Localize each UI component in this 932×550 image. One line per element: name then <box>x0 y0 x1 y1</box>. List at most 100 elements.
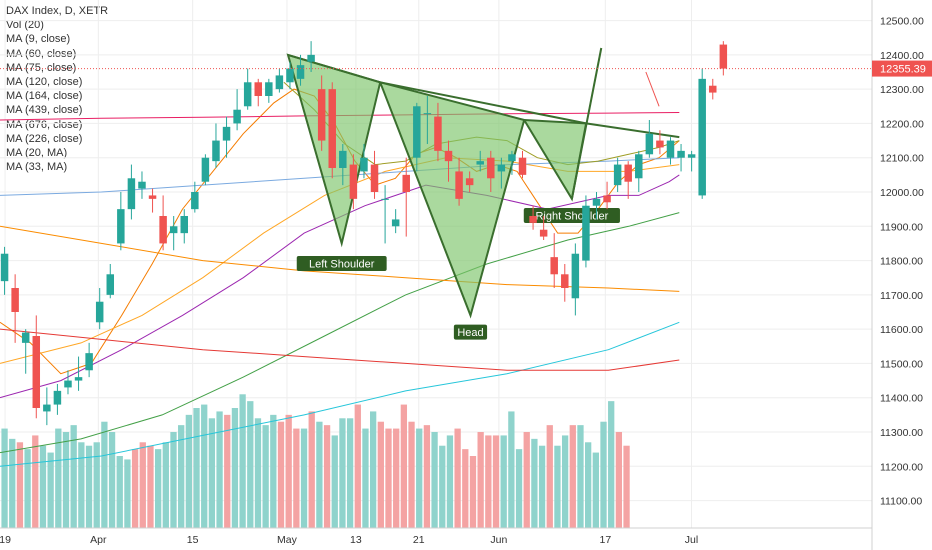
candle-body <box>328 89 336 168</box>
candle <box>201 154 210 186</box>
candle-body <box>117 209 125 244</box>
ma-line <box>0 225 680 292</box>
candle <box>85 342 93 378</box>
candle-body <box>529 216 537 223</box>
candle-body <box>687 154 696 158</box>
volume-bar <box>231 408 239 528</box>
volume-bar <box>608 401 615 528</box>
y-tick-label: 11400.00 <box>880 393 923 405</box>
legend-item: MA (120, close) <box>6 76 83 89</box>
y-tick-label: 11200.00 <box>880 461 923 473</box>
candle-body <box>11 288 19 312</box>
volume-bar <box>477 432 484 528</box>
volume-bar <box>492 435 500 528</box>
candle <box>307 41 315 72</box>
candle-body <box>413 106 421 158</box>
x-tick-label: Jun <box>490 534 507 546</box>
candle-body <box>265 82 273 96</box>
volume-bar <box>469 456 477 528</box>
legend-item: MA (75, close) <box>6 61 77 74</box>
x-tick-label: 17 <box>599 534 611 546</box>
candle-body <box>476 161 484 165</box>
candle-body <box>21 332 30 343</box>
candle-body <box>180 216 188 234</box>
y-tick-label: 12500.00 <box>880 16 924 28</box>
candle-body <box>159 216 167 244</box>
y-tick-label: 11100.00 <box>880 496 922 508</box>
candle <box>508 150 516 175</box>
candle <box>212 123 220 168</box>
candle <box>265 78 273 103</box>
volume-bar <box>485 435 492 528</box>
y-tick-label: 12400.00 <box>880 50 924 62</box>
candle-body <box>53 390 62 405</box>
candle-body <box>243 82 252 107</box>
volume-bar <box>585 442 592 528</box>
candle-body <box>106 274 115 295</box>
candle-body <box>423 113 432 115</box>
candle-body <box>455 171 463 199</box>
candle-body <box>666 140 675 158</box>
volume-bar <box>193 408 200 528</box>
candle <box>719 41 728 76</box>
pattern-label: Head <box>453 324 488 340</box>
volume-bar <box>162 442 169 528</box>
legend-item: MA (226, close) <box>6 132 83 145</box>
volume-bar <box>201 404 208 528</box>
candle <box>561 264 569 302</box>
legend-item: MA (676, close) <box>6 118 83 131</box>
volume-bar <box>431 432 438 528</box>
legend-item: MA (33, MA) <box>6 161 68 174</box>
volume-bar <box>623 445 630 528</box>
candle-body <box>222 126 231 141</box>
volume-bar <box>1 428 8 528</box>
candle-body <box>698 78 706 196</box>
volume-bar <box>101 421 108 528</box>
candle <box>465 171 474 192</box>
volume-bar <box>170 432 177 528</box>
volume-bar <box>262 425 269 528</box>
volume-bar <box>70 425 77 528</box>
candle <box>518 150 527 179</box>
candle <box>444 140 453 182</box>
candle <box>296 54 305 86</box>
legend-item: MA (20, MA) <box>6 147 68 160</box>
candle-body <box>74 377 83 381</box>
candle-body <box>148 195 157 199</box>
volume-bar <box>216 411 223 528</box>
volume-bar <box>500 435 507 528</box>
volume-bar <box>239 394 246 528</box>
candle <box>698 68 706 199</box>
candle <box>328 82 336 179</box>
candle <box>413 102 421 172</box>
candle <box>539 216 548 240</box>
candle-body <box>296 65 305 79</box>
volume-bar <box>454 428 461 528</box>
volume-bar <box>108 432 116 528</box>
volume-bar <box>538 445 546 528</box>
volume-bar <box>300 428 308 528</box>
candle <box>476 150 484 172</box>
volume-bar <box>561 435 569 528</box>
candle <box>317 75 326 151</box>
y-axis[interactable]: 11100.00 11200.00 11300.00 11400.00 11500.00… <box>871 0 932 550</box>
volume-bar <box>62 432 70 528</box>
legend-item: MA (164, close) <box>6 90 83 103</box>
candle-body <box>317 89 326 141</box>
ma-line <box>0 321 680 467</box>
volume-bar <box>85 445 93 528</box>
candle <box>687 150 696 172</box>
y-tick-label: 11700.00 <box>880 290 923 302</box>
volume-bar <box>416 428 423 528</box>
candle <box>0 246 9 295</box>
candle-body <box>138 181 146 189</box>
price-tag-bg <box>872 60 932 77</box>
candle-body <box>487 157 495 179</box>
x-axis[interactable]: 19 Apr 15 May 13 21 Jun 17 Jul <box>0 527 872 546</box>
volume-bar <box>362 428 369 528</box>
candle <box>64 370 72 395</box>
candle-body <box>43 404 51 412</box>
candle-body <box>444 150 453 162</box>
volume-bar <box>523 432 530 528</box>
